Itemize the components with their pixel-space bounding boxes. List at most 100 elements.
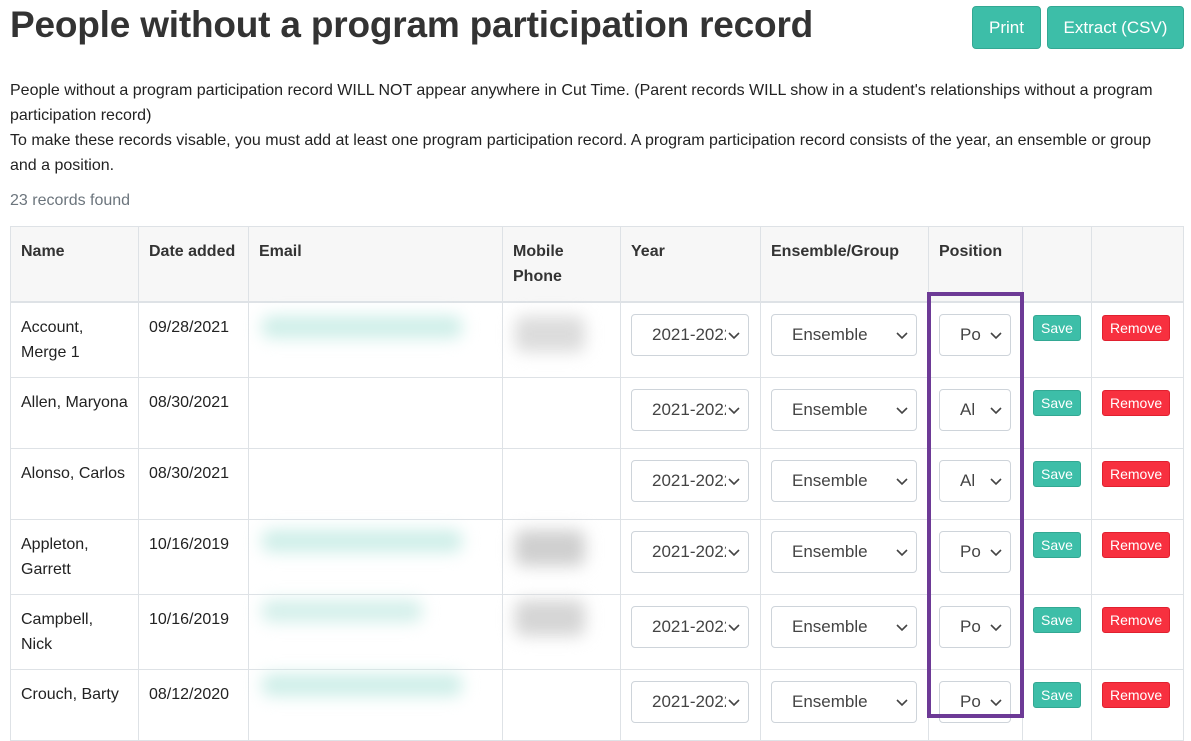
chevron-down-icon <box>894 682 910 722</box>
position-select[interactable]: Al <box>939 389 1011 431</box>
chevron-down-icon <box>894 315 910 355</box>
page-title: People without a program participation r… <box>10 4 814 45</box>
remove-button[interactable]: Remove <box>1102 315 1171 341</box>
position-select[interactable]: Po <box>939 531 1011 573</box>
extract-csv-button[interactable]: Extract (CSV) <box>1047 6 1184 49</box>
redacted-email <box>262 600 422 622</box>
column-header: Date added <box>138 226 249 303</box>
chevron-down-icon <box>726 315 742 355</box>
chevron-down-icon <box>988 390 1004 430</box>
description-line: To make these records visable, you must … <box>10 132 1152 174</box>
name-cell: Crouch, Barty <box>10 669 139 741</box>
year-select-value: 2021-2022 <box>652 400 734 419</box>
save-button[interactable]: Save <box>1033 461 1081 487</box>
chevron-down-icon <box>726 607 742 647</box>
year-select[interactable]: 2021-2022 <box>631 460 749 502</box>
date-cell: 08/30/2021 <box>138 377 249 449</box>
ensemble-select-value: Ensemble <box>792 542 868 561</box>
column-header: Email <box>248 226 503 303</box>
remove-button[interactable]: Remove <box>1102 607 1171 633</box>
table-row: Account, Merge 1 09/28/2021 2021-2022 En… <box>10 301 1184 378</box>
redacted-email <box>262 316 462 338</box>
records-count: 23 records found <box>10 192 131 209</box>
chevron-down-icon <box>988 315 1004 355</box>
chevron-down-icon <box>988 607 1004 647</box>
position-select-value: Po <box>960 617 981 636</box>
column-header: Position <box>928 226 1023 303</box>
year-select[interactable]: 2021-2022 <box>631 606 749 648</box>
email-cell <box>248 377 503 449</box>
position-column-highlight <box>927 292 1024 718</box>
email-cell <box>248 448 503 520</box>
redacted-phone <box>515 600 585 636</box>
ensemble-select-value: Ensemble <box>792 471 868 490</box>
chevron-down-icon <box>726 390 742 430</box>
chevron-down-icon <box>988 532 1004 572</box>
column-header <box>1022 226 1092 303</box>
position-select[interactable]: Po <box>939 606 1011 648</box>
position-select-value: Po <box>960 542 981 561</box>
chevron-down-icon <box>988 682 1004 722</box>
table-row: Crouch, Barty 08/12/2020 2021-2022 Ensem… <box>10 669 1184 741</box>
remove-button[interactable]: Remove <box>1102 532 1171 558</box>
chevron-down-icon <box>726 682 742 722</box>
chevron-down-icon <box>726 461 742 501</box>
print-button[interactable]: Print <box>972 6 1041 49</box>
name-cell: Account, Merge 1 <box>10 301 139 378</box>
phone-cell <box>502 669 621 741</box>
redacted-phone <box>515 530 585 566</box>
column-header: Name <box>10 226 139 303</box>
redacted-phone <box>515 316 585 352</box>
ensemble-select[interactable]: Ensemble <box>771 606 917 648</box>
year-select[interactable]: 2021-2022 <box>631 531 749 573</box>
table-row: Allen, Maryona 08/30/2021 2021-2022 Ense… <box>10 377 1184 449</box>
year-select[interactable]: 2021-2022 <box>631 389 749 431</box>
save-button[interactable]: Save <box>1033 390 1081 416</box>
ensemble-select-value: Ensemble <box>792 325 868 344</box>
column-header: Mobile Phone <box>502 226 621 303</box>
date-cell: 08/12/2020 <box>138 669 249 741</box>
save-button[interactable]: Save <box>1033 682 1081 708</box>
ensemble-select[interactable]: Ensemble <box>771 389 917 431</box>
remove-button[interactable]: Remove <box>1102 682 1171 708</box>
save-button[interactable]: Save <box>1033 532 1081 558</box>
chevron-down-icon <box>726 532 742 572</box>
ensemble-select[interactable]: Ensemble <box>771 314 917 356</box>
description-line: People without a program participation r… <box>10 82 1153 124</box>
description: People without a program participation r… <box>10 78 1180 178</box>
name-cell: Appleton, Garrett <box>10 519 139 595</box>
year-select[interactable]: 2021-2022 <box>631 681 749 723</box>
year-select-value: 2021-2022 <box>652 471 734 490</box>
column-header <box>1091 226 1184 303</box>
name-cell: Alonso, Carlos <box>10 448 139 520</box>
ensemble-select[interactable]: Ensemble <box>771 531 917 573</box>
year-select[interactable]: 2021-2022 <box>631 314 749 356</box>
ensemble-select-value: Ensemble <box>792 400 868 419</box>
phone-cell <box>502 448 621 520</box>
table-row: Alonso, Carlos 08/30/2021 2021-2022 Ense… <box>10 448 1184 520</box>
position-select-value: Al <box>960 400 976 419</box>
date-cell: 09/28/2021 <box>138 301 249 378</box>
ensemble-select-value: Ensemble <box>792 692 868 711</box>
position-select-value: Al <box>960 471 976 490</box>
redacted-email <box>262 674 462 696</box>
phone-cell <box>502 377 621 449</box>
ensemble-select-value: Ensemble <box>792 617 868 636</box>
chevron-down-icon <box>894 390 910 430</box>
ensemble-select[interactable]: Ensemble <box>771 681 917 723</box>
chevron-down-icon <box>988 461 1004 501</box>
position-select[interactable]: Al <box>939 460 1011 502</box>
save-button[interactable]: Save <box>1033 315 1081 341</box>
column-header: Year <box>620 226 761 303</box>
chevron-down-icon <box>894 607 910 647</box>
year-select-value: 2021-2022 <box>652 692 734 711</box>
year-select-value: 2021-2022 <box>652 617 734 636</box>
remove-button[interactable]: Remove <box>1102 390 1171 416</box>
ensemble-select[interactable]: Ensemble <box>771 460 917 502</box>
save-button[interactable]: Save <box>1033 607 1081 633</box>
year-select-value: 2021-2022 <box>652 325 734 344</box>
remove-button[interactable]: Remove <box>1102 461 1171 487</box>
position-select[interactable]: Po <box>939 314 1011 356</box>
redacted-email <box>262 530 462 552</box>
date-cell: 10/16/2019 <box>138 519 249 595</box>
